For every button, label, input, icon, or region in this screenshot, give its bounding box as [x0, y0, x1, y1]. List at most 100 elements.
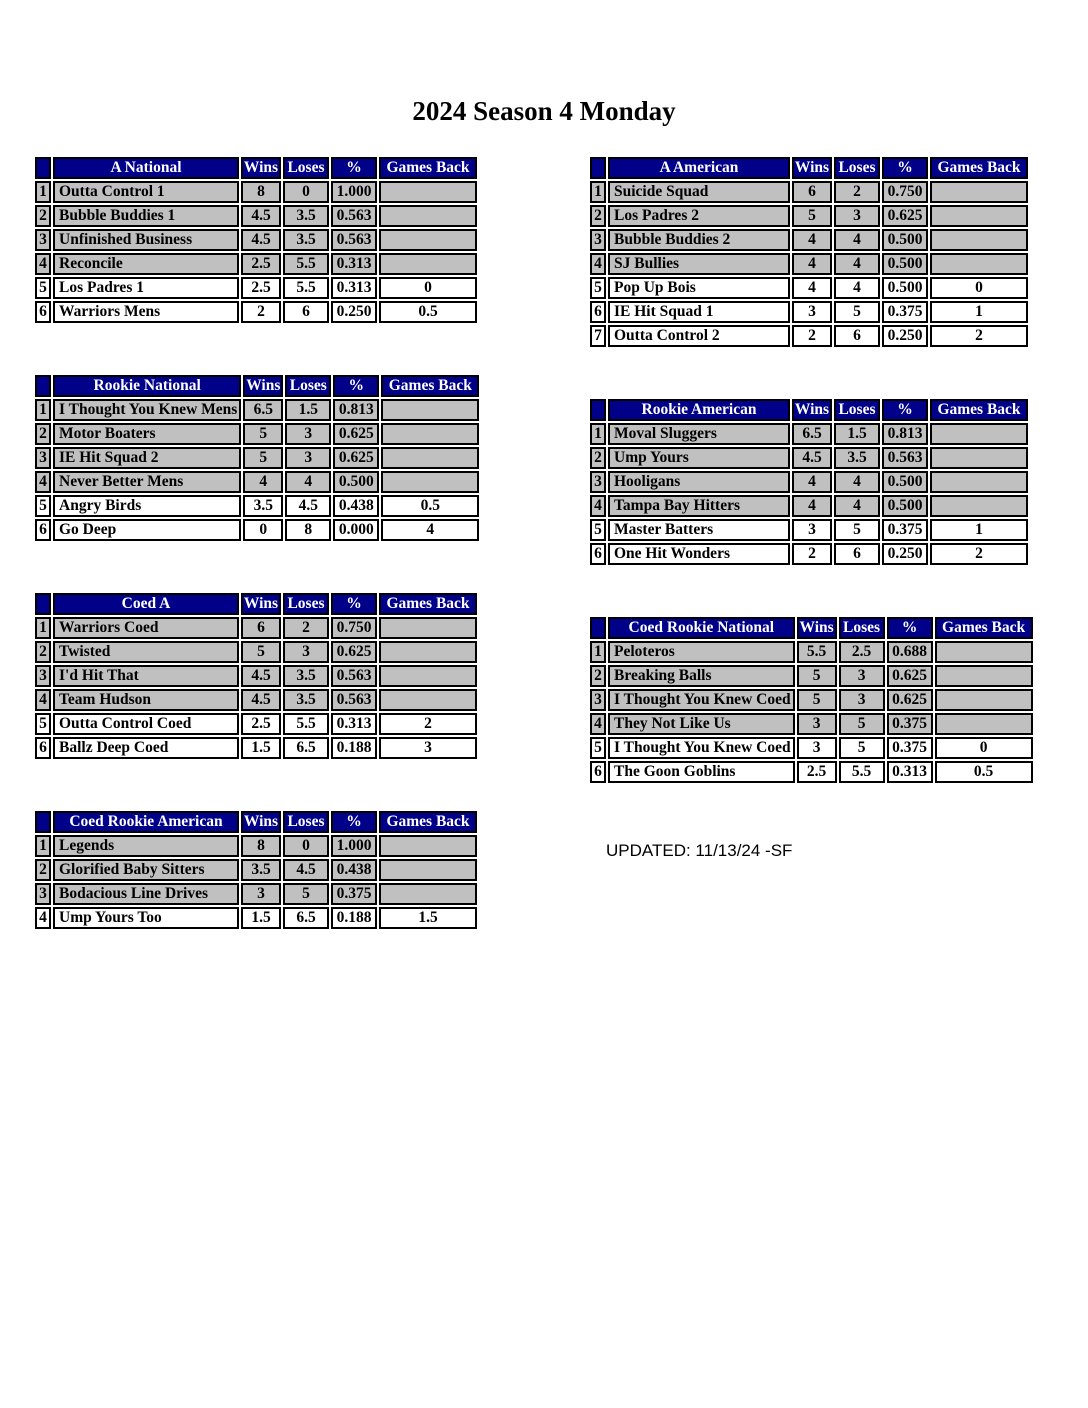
team-name-cell: The Goon Goblins	[608, 761, 795, 783]
pct-cell: 0.188	[331, 907, 377, 929]
rank-cell: 1	[35, 181, 51, 203]
pct-cell: 0.500	[333, 471, 380, 493]
column-header--: %	[331, 593, 377, 615]
loses-cell: 4	[834, 277, 880, 299]
header-row: Coed Rookie American Wins Loses% Games Back	[35, 811, 477, 833]
games-back-cell	[381, 423, 480, 445]
team-name-cell: I Thought You Knew Mens	[53, 399, 242, 421]
wins-cell: 2.5	[796, 761, 837, 783]
wins-cell: 4.5	[241, 689, 281, 711]
wins-cell: 4	[792, 253, 832, 275]
column-header-wins: Wins	[243, 375, 284, 397]
rank-cell: 6	[35, 519, 51, 541]
table-row: 2 Breaking Balls 5 3 0.625	[590, 665, 1033, 687]
games-back-cell	[930, 229, 1028, 251]
pct-cell: 0.375	[886, 713, 933, 735]
column-header-wins: Wins	[792, 157, 832, 179]
table-row: 7 Outta Control 2 2 6 0.250 2	[590, 325, 1028, 347]
table-row: 1 Suicide Squad 6 2 0.750	[590, 181, 1028, 203]
games-back-cell: 0	[930, 277, 1028, 299]
games-back-cell: 1	[930, 301, 1028, 323]
games-back-cell: 0	[934, 737, 1033, 759]
loses-cell: 8	[285, 519, 332, 541]
loses-cell: 3	[283, 641, 329, 663]
games-back-cell	[381, 447, 480, 469]
team-name-cell: Unfinished Business	[53, 229, 239, 251]
column-header-loses: Loses	[283, 593, 329, 615]
column-header--: %	[882, 157, 928, 179]
table-row: 5 Outta Control Coed 2.5 5.5 0.313 2	[35, 713, 477, 735]
column-header--: %	[333, 375, 380, 397]
team-name-cell: Legends	[53, 835, 239, 857]
team-name-cell: Glorified Baby Sitters	[53, 859, 239, 881]
rank-cell: 6	[590, 543, 606, 565]
rank-cell: 5	[590, 519, 606, 541]
table-row: 1 Legends 8 0 1.000	[35, 835, 477, 857]
rank-cell: 1	[590, 641, 606, 663]
column-header-games-back: Games Back	[379, 593, 477, 615]
rank-cell: 2	[590, 205, 606, 227]
column-header-games-back: Games Back	[930, 157, 1028, 179]
team-name-cell: Warriors Coed	[53, 617, 239, 639]
right-column: A American Wins Loses% Games Back 1 Suicide S…	[588, 155, 1054, 833]
wins-cell: 3	[796, 737, 837, 759]
table-row: 2 Glorified Baby Sitters 3.5 4.5 0.438	[35, 859, 477, 881]
standings-table-rookie-national: Rookie National Wins Loses% Games Back 1 I Th…	[33, 373, 482, 543]
loses-cell: 3	[834, 205, 880, 227]
games-back-cell	[381, 471, 480, 493]
rank-cell: 5	[35, 495, 51, 517]
pct-cell: 0.625	[331, 641, 377, 663]
games-back-cell	[930, 253, 1028, 275]
pct-cell: 0.375	[886, 737, 933, 759]
column-header-loses: Loses	[283, 157, 329, 179]
games-back-cell: 0	[379, 277, 477, 299]
games-back-cell	[379, 859, 477, 881]
pct-cell: 0.563	[331, 229, 377, 251]
wins-cell: 5	[796, 689, 837, 711]
games-back-cell: 2	[930, 325, 1028, 347]
rank-cell: 4	[35, 253, 51, 275]
team-name-cell: Team Hudson	[53, 689, 239, 711]
wins-cell: 3	[241, 883, 281, 905]
column-header-games-back: Games Back	[381, 375, 480, 397]
pct-cell: 0.438	[333, 495, 380, 517]
table-row: 3 I'd Hit That 4.5 3.5 0.563	[35, 665, 477, 687]
rank-column-header	[590, 157, 606, 179]
games-back-cell	[379, 253, 477, 275]
loses-cell: 5.5	[838, 761, 885, 783]
loses-cell: 1.5	[834, 423, 880, 445]
wins-cell: 6.5	[243, 399, 284, 421]
games-back-cell	[934, 665, 1033, 687]
table-row: 5 Master Batters 3 5 0.375 1	[590, 519, 1028, 541]
loses-cell: 5	[838, 737, 885, 759]
loses-cell: 3.5	[283, 205, 329, 227]
table-row: 2 Los Padres 2 5 3 0.625	[590, 205, 1028, 227]
wins-cell: 3	[796, 713, 837, 735]
wins-cell: 4.5	[241, 665, 281, 687]
header-row: Rookie National Wins Loses% Games Back	[35, 375, 480, 397]
column-header--: %	[331, 157, 377, 179]
team-name-cell: Angry Birds	[53, 495, 242, 517]
rank-cell: 6	[35, 301, 51, 323]
wins-cell: 6	[241, 617, 281, 639]
team-name-cell: IE Hit Squad 2	[53, 447, 242, 469]
loses-cell: 0	[283, 835, 329, 857]
pct-cell: 0.500	[882, 495, 928, 517]
wins-cell: 5.5	[796, 641, 837, 663]
rank-cell: 1	[35, 835, 51, 857]
wins-cell: 4	[792, 471, 832, 493]
team-name-cell: Pop Up Bois	[608, 277, 790, 299]
rank-column-header	[35, 157, 51, 179]
games-back-cell: 1	[930, 519, 1028, 541]
column-header--: %	[886, 617, 933, 639]
loses-cell: 6.5	[283, 907, 329, 929]
wins-cell: 1.5	[241, 737, 281, 759]
pct-cell: 0.313	[331, 277, 377, 299]
wins-cell: 8	[241, 835, 281, 857]
loses-cell: 4.5	[283, 859, 329, 881]
header-row: A National Wins Loses% Games Back	[35, 157, 477, 179]
games-back-cell: 4	[381, 519, 480, 541]
team-name-cell: Ump Yours	[608, 447, 790, 469]
